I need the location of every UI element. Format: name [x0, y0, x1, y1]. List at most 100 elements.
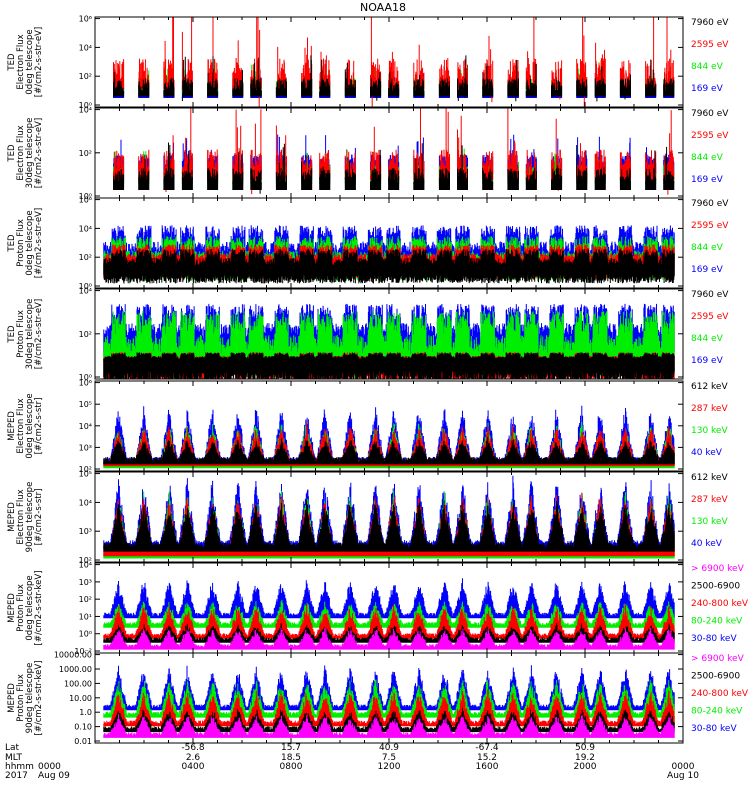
series-black: [103, 499, 675, 552]
legend-entry: 240-800 keV: [691, 599, 749, 609]
x-tick-mlt: 7.5: [382, 753, 396, 763]
y-tick-label: 10⁴: [79, 498, 92, 507]
y-tick-label: 10²: [79, 465, 92, 474]
x-tick-mlt: 18.5: [281, 753, 301, 763]
y-tick-label: 10⁴: [79, 43, 92, 52]
y-tick-label: 10⁻²: [74, 647, 92, 656]
y-tick-label: 10⁰: [79, 192, 92, 201]
legend-entry: 7960 eV: [691, 199, 729, 209]
panel-3: [94, 197, 684, 289]
y-tick-label: 10³: [79, 527, 92, 536]
legend-entry: 169 eV: [691, 265, 724, 275]
y-axis-label: [#/cm2-s-str-eV]: [34, 208, 44, 278]
x-tick-mlt: 19.2: [575, 753, 595, 763]
x-row-label: 2017: [5, 771, 28, 781]
x-tick-lat: -56.8: [181, 743, 205, 753]
y-axis-label: 90deg telescope: [25, 482, 35, 553]
y-tick-label: 10²: [79, 556, 92, 565]
legend-entry: 80-240 keV: [691, 707, 743, 717]
y-axis-label: TED: [7, 144, 17, 163]
x-tick-date: Aug 09: [38, 771, 70, 781]
panel-1: [94, 16, 684, 108]
legend-entry: 7960 eV: [691, 18, 729, 28]
y-axis-label: Proton Flux: [16, 584, 26, 632]
x-tick-lat: 50.9: [575, 743, 595, 753]
y-axis-label: Proton Flux: [16, 310, 26, 358]
legend-entry: 40 keV: [691, 539, 723, 549]
y-axis-label: [#/cm2-s-str]: [34, 489, 44, 546]
y-tick-label: 1000.00: [59, 665, 92, 674]
legend-entry: 2595 eV: [691, 131, 729, 141]
panel-4: [94, 288, 684, 380]
y-axis-label: 90deg telescope: [25, 663, 35, 734]
y-axis-label: Proton Flux: [16, 219, 26, 267]
x-row-label: MLT: [5, 753, 23, 763]
y-axis-label: [#/cm2-s-str-keV]: [34, 661, 44, 736]
y-axis-label: Electron Flux: [16, 398, 26, 453]
legend-entry: > 6900 keV: [691, 654, 745, 664]
y-axis-label: [#/cm2-s-str]: [34, 398, 44, 455]
series-magenta: [103, 627, 675, 650]
y-tick-label: 10⁴: [79, 561, 92, 570]
y-tick-label: 0.10: [74, 723, 92, 732]
y-tick-label: 10⁴: [79, 224, 92, 233]
legend-entry: 169 eV: [691, 356, 724, 366]
x-tick-hhmm: 0400: [182, 762, 205, 772]
y-tick-label: 10⁶: [79, 15, 92, 24]
y-axis-label: [#/cm2-s-str-eV]: [34, 118, 44, 188]
x-tick-mlt: 2.6: [186, 753, 201, 763]
y-axis-label: Electron Flux: [16, 34, 26, 89]
x-tick-hhmm: 1600: [476, 762, 499, 772]
y-tick-label: 10³: [79, 578, 92, 587]
series-magenta: [103, 714, 675, 738]
x-tick-lat: -67.4: [475, 743, 499, 753]
legend-entry: 130 keV: [691, 426, 728, 436]
y-tick-label: 10³: [79, 443, 92, 452]
legend-entry: 2500-6900: [691, 672, 740, 682]
y-tick-label: 10⁴: [79, 422, 92, 431]
y-tick-label: 10⁶: [79, 196, 92, 205]
panel-8: [94, 652, 684, 744]
y-axis-label: 0deg telescope: [25, 210, 35, 275]
y-tick-label: 10⁰: [79, 282, 92, 291]
y-tick-label: 10⁶: [79, 379, 92, 388]
y-axis-label: MEPED: [7, 683, 17, 713]
legend-entry: 7960 eV: [691, 290, 729, 300]
y-tick-label: 0.01: [74, 737, 92, 746]
y-axis-label: TED: [7, 53, 17, 72]
series-black: [103, 352, 675, 379]
y-axis-label: MEPED: [7, 411, 17, 441]
y-axis-label: Electron Flux: [16, 125, 26, 180]
series-black: [103, 437, 675, 465]
y-tick-label: 100.00: [64, 679, 92, 688]
x-tick-hhmm: 0000: [672, 762, 695, 772]
y-tick-label: 10⁵: [79, 470, 92, 479]
x-row-label: hhmm: [5, 762, 34, 772]
y-axis-label: TED: [7, 325, 17, 344]
series-black: [113, 142, 675, 194]
series-black: [103, 249, 675, 284]
y-tick-label: 10000.00: [54, 651, 92, 660]
y-tick-label: 10⁴: [79, 106, 92, 115]
legend-entry: 844 eV: [691, 334, 724, 344]
y-axis-label: Proton Flux: [16, 674, 26, 722]
x-tick-mlt: 15.2: [477, 753, 497, 763]
legend-entry: 287 keV: [691, 404, 728, 414]
legend-entry: 612 keV: [691, 382, 728, 392]
y-axis-label: [#/cm2-s-str-keV]: [34, 571, 44, 646]
panel-2: [94, 107, 684, 199]
legend-entry: 169 eV: [691, 84, 724, 94]
y-axis-label: 0deg telescope: [25, 575, 35, 640]
figure-title: NOAA18: [360, 1, 406, 14]
legend-entry: 240-800 keV: [691, 689, 749, 699]
y-axis-label: TED: [7, 234, 17, 253]
panel-6: [94, 471, 684, 563]
panel-5: [94, 380, 684, 472]
y-tick-label: 1.0: [79, 708, 92, 717]
series-black: [113, 55, 675, 102]
y-axis-label: 0deg telescope: [25, 393, 35, 458]
legend-entry: 2595 eV: [691, 312, 729, 322]
x-tick-date: Aug 10: [667, 771, 699, 781]
y-tick-label: 10⁰: [79, 101, 92, 110]
y-tick-label: 10²: [79, 72, 92, 81]
